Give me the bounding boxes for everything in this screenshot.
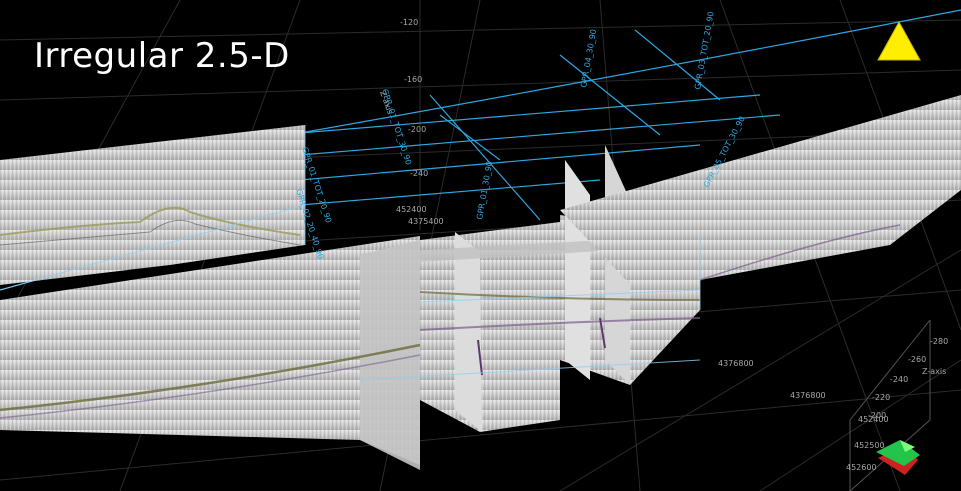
panel-outlines: [0, 125, 701, 381]
z-axis-right-tick: -240: [890, 375, 908, 384]
radar-panel-front: [0, 236, 421, 470]
z-axis-ticks-right: -280 -260 -240-220 -200 Z-axis: [868, 337, 948, 420]
z-axis-right-tick: -220: [872, 393, 890, 402]
z-axis-tick: -160: [404, 75, 422, 84]
slide-title: Irregular 2.5-D: [34, 36, 290, 76]
z-axis-tick: -240: [410, 169, 428, 178]
z-axis-right-label: Z-axis: [922, 367, 946, 376]
z-axis-right-tick: -280: [930, 337, 948, 346]
radar-panel-right: [560, 95, 961, 295]
axis-orientation-arrows-icon[interactable]: [876, 440, 920, 475]
y-axis-tick: 4375400: [408, 217, 444, 226]
radar-panel-left: [0, 125, 305, 285]
warning-triangle-icon[interactable]: [876, 20, 922, 62]
corner-tick: 452600: [846, 463, 877, 472]
coordinate-labels: 452400 4375400 4376800 4376800 452400 452500 4…: [396, 205, 889, 472]
z-axis-right-tick: -200: [868, 411, 886, 420]
x-axis-tick: 4376800: [718, 359, 754, 368]
x-axis-tick: 4376800: [790, 391, 826, 400]
z-axis-tick: -120: [400, 18, 418, 27]
corner-tick: 452500: [854, 441, 885, 450]
corner-tick: 452400: [858, 415, 889, 424]
z-axis-tick: -200: [408, 125, 426, 134]
y-axis-tick: 452400: [396, 205, 427, 214]
z-axis-right-tick: -260: [908, 355, 926, 364]
